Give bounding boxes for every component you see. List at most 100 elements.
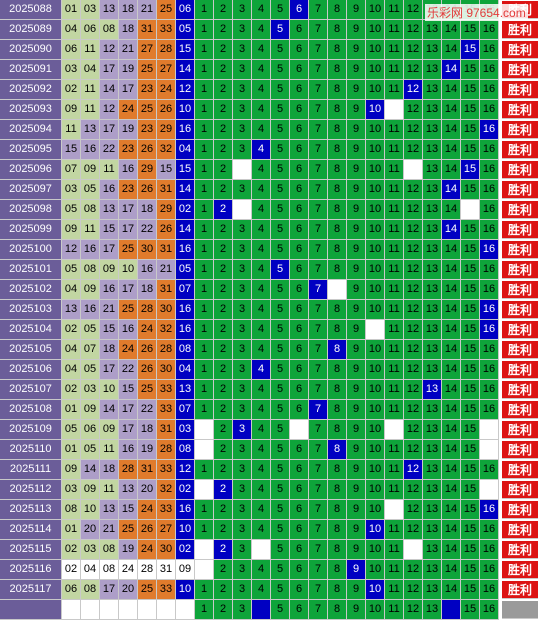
- red-ball-cell: [138, 600, 157, 620]
- blue-distribution-cell-2: 2: [214, 340, 233, 360]
- win-button[interactable]: 胜利: [502, 401, 538, 419]
- blue-distribution-cell-1: 1: [195, 320, 214, 340]
- blue-distribution-cell-1: 1: [195, 400, 214, 420]
- blue-ball-value: 16: [176, 320, 195, 340]
- red-ball-cell: 07: [62, 160, 81, 180]
- red-ball-cell: 13: [119, 480, 138, 500]
- red-ball-cell: 04: [62, 280, 81, 300]
- blue-distribution-cell-6: 6: [290, 400, 309, 420]
- red-ball-cell: 24: [119, 100, 138, 120]
- blue-distribution-cell-8: 8: [328, 140, 347, 160]
- win-button[interactable]: 胜利: [502, 361, 538, 379]
- red-ball-cell: 23: [119, 140, 138, 160]
- blue-distribution-cell-5: 5: [271, 600, 290, 620]
- win-button[interactable]: 胜利: [502, 421, 538, 439]
- blue-distribution-cell-11: 11: [385, 600, 404, 620]
- blue-distribution-cell-12: 12: [404, 180, 423, 200]
- table-row: 2025104 02 05 15 16 24 32 16 1 2 3 4 5 6 7 8 9 11 12 13 14 15…: [0, 320, 541, 340]
- win-button[interactable]: 胜利: [502, 301, 538, 319]
- win-button[interactable]: 胜利: [502, 381, 538, 399]
- blue-distribution-cell-6: 6: [290, 500, 309, 520]
- win-button[interactable]: [502, 601, 538, 619]
- blue-distribution-cell-3: 3: [233, 20, 252, 40]
- blue-distribution-cell-1: 1: [195, 0, 214, 20]
- win-button[interactable]: 胜利: [502, 341, 538, 359]
- table-row: 2025091 03 04 17 19 25 27 14 1 2 3 4 5 6 7 8 9 10 11 12 13 14…: [0, 60, 541, 80]
- blue-ball-value: 14: [176, 180, 195, 200]
- issue-number: 2025090: [0, 40, 62, 60]
- blue-distribution-cell-12: 12: [404, 0, 423, 20]
- red-ball-cell: 08: [100, 560, 119, 580]
- blue-distribution-cell-16: [480, 480, 499, 500]
- win-button[interactable]: 胜利: [502, 561, 538, 579]
- blue-distribution-cell-7: 7: [309, 500, 328, 520]
- blue-distribution-cell-7: 7: [309, 400, 328, 420]
- blue-distribution-cell-4: 4: [252, 100, 271, 120]
- blue-distribution-cell-8: 8: [328, 360, 347, 380]
- red-ball-cell: 02: [62, 540, 81, 560]
- win-button[interactable]: 胜利: [502, 581, 538, 599]
- blue-distribution-cell-1: 1: [195, 180, 214, 200]
- red-ball-cell: 21: [157, 260, 176, 280]
- blue-distribution-cell-4: 4: [252, 140, 271, 160]
- blue-distribution-cell-4: 4: [252, 440, 271, 460]
- win-button[interactable]: 胜利: [502, 81, 538, 99]
- red-ball-cell: 27: [138, 40, 157, 60]
- blue-distribution-cell-4: 4: [252, 460, 271, 480]
- win-button[interactable]: 胜利: [502, 321, 538, 339]
- blue-distribution-cell-12: 12: [404, 60, 423, 80]
- blue-distribution-cell-6: 6: [290, 140, 309, 160]
- win-button[interactable]: 胜利: [502, 201, 538, 219]
- blue-distribution-cell-9: 9: [347, 20, 366, 40]
- win-button[interactable]: 胜利: [502, 101, 538, 119]
- blue-distribution-cell-14: [442, 600, 461, 620]
- blue-distribution-cell-8: 8: [328, 100, 347, 120]
- red-ball-cell: 11: [62, 120, 81, 140]
- blue-distribution-cell-5: 5: [271, 160, 290, 180]
- win-button[interactable]: 胜利: [502, 521, 538, 539]
- red-ball-cell: 22: [138, 220, 157, 240]
- win-button[interactable]: 胜利: [502, 121, 538, 139]
- win-button[interactable]: 胜利: [502, 441, 538, 459]
- blue-distribution-cell-4: 4: [252, 0, 271, 20]
- win-button[interactable]: 胜利: [502, 141, 538, 159]
- win-button[interactable]: 胜利: [502, 241, 538, 259]
- red-ball-cell: 03: [62, 60, 81, 80]
- blue-distribution-cell-11: 11: [385, 400, 404, 420]
- blue-distribution-cell-11: 11: [385, 240, 404, 260]
- blue-distribution-cell-4: 4: [252, 340, 271, 360]
- blue-distribution-cell-3: 3: [233, 260, 252, 280]
- blue-distribution-cell-6: 6: [290, 0, 309, 20]
- issue-number: 2025096: [0, 160, 62, 180]
- blue-distribution-cell-16: 16: [480, 600, 499, 620]
- red-ball-cell: 18: [138, 420, 157, 440]
- win-button[interactable]: 胜利: [502, 541, 538, 559]
- blue-distribution-cell-9: 9: [347, 240, 366, 260]
- win-button[interactable]: 胜利: [502, 61, 538, 79]
- win-button[interactable]: 胜利: [502, 461, 538, 479]
- issue-number: 2025113: [0, 500, 62, 520]
- table-row: 2025115 02 03 08 19 24 30 02 2 3 5 6 7 8 9 10 11 13 14 15 16…: [0, 540, 541, 560]
- win-button[interactable]: 胜利: [502, 261, 538, 279]
- win-button[interactable]: 胜利: [502, 161, 538, 179]
- blue-distribution-cell-7: 7: [309, 380, 328, 400]
- blue-distribution-cell-3: 3: [233, 400, 252, 420]
- red-ball-cell: 32: [157, 140, 176, 160]
- red-ball-cell: 11: [81, 100, 100, 120]
- blue-distribution-cell-14: 14: [442, 540, 461, 560]
- blue-distribution-cell-14: 14: [442, 60, 461, 80]
- red-ball-cell: 26: [138, 360, 157, 380]
- blue-distribution-cell-4: 4: [252, 560, 271, 580]
- win-button[interactable]: 胜利: [502, 181, 538, 199]
- win-button[interactable]: 胜利: [502, 481, 538, 499]
- blue-ball-value: 14: [176, 220, 195, 240]
- win-button[interactable]: 胜利: [502, 501, 538, 519]
- blue-ball-value: 05: [176, 260, 195, 280]
- win-button[interactable]: 胜利: [502, 21, 538, 39]
- win-button[interactable]: 胜利: [502, 221, 538, 239]
- issue-number: 2025093: [0, 100, 62, 120]
- blue-distribution-cell-12: 12: [404, 140, 423, 160]
- blue-distribution-cell-1: 1: [195, 260, 214, 280]
- win-button[interactable]: 胜利: [502, 41, 538, 59]
- win-button[interactable]: 胜利: [502, 281, 538, 299]
